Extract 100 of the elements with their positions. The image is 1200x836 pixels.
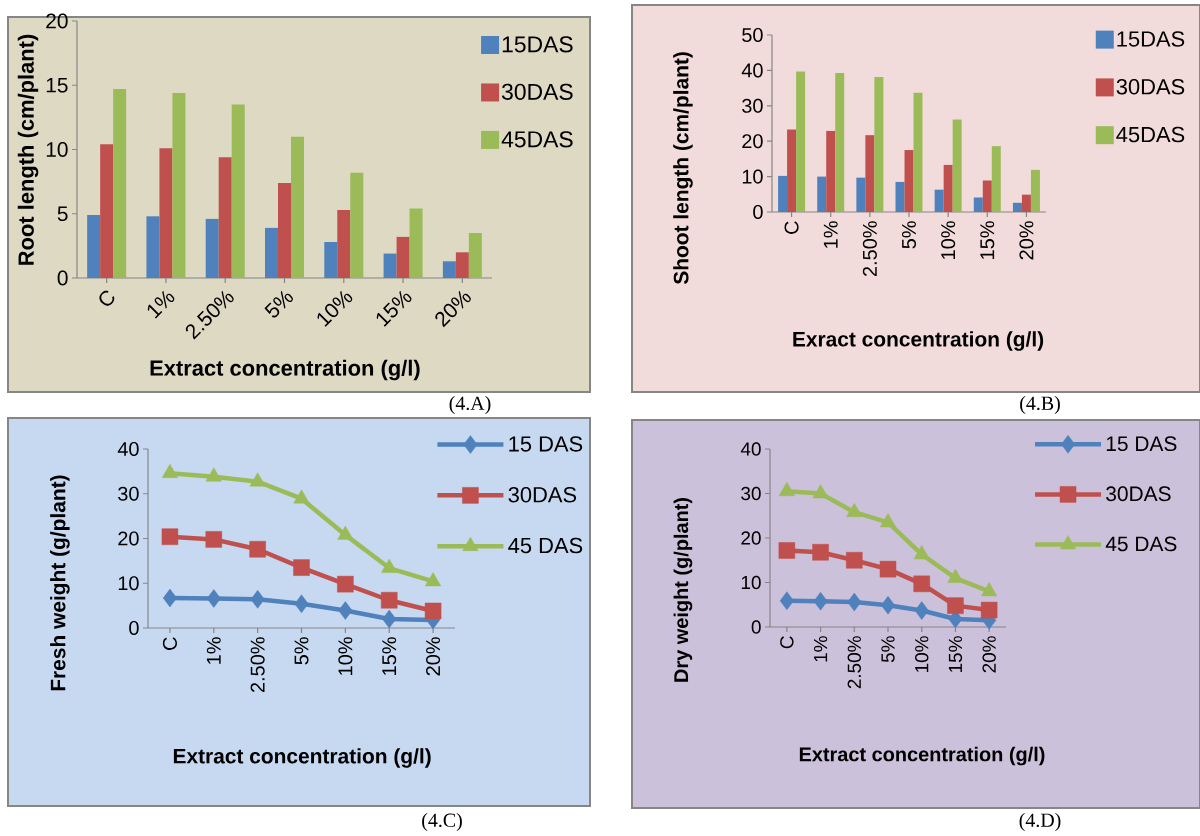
point (813, 591, 828, 611)
y-tick-label: 0 (57, 270, 68, 286)
legend-label: 30DAS (508, 486, 577, 503)
legend-label: 15DAS (502, 36, 573, 53)
x-tick-label: 15% (382, 637, 397, 675)
x-axis-title: Extract concentration (g/l) (150, 359, 420, 381)
x-tick-label: 10% (941, 221, 956, 259)
legend-label: 15DAS (1117, 31, 1185, 47)
bar (337, 209, 351, 278)
bar (324, 242, 338, 278)
bar (787, 129, 797, 212)
bar (291, 136, 304, 278)
x-tick-label: 1% (823, 221, 838, 248)
x-tick-label: 1% (206, 637, 221, 664)
point (881, 595, 895, 615)
text: (4.A) (449, 395, 491, 415)
legend-label: 30DAS (501, 83, 573, 100)
bar (172, 92, 186, 278)
legend-label: 45DAS (1116, 126, 1185, 143)
bar (396, 236, 410, 278)
bar (265, 227, 278, 278)
y-tick-label: 10 (742, 169, 763, 184)
y-tick-label: 10 (46, 142, 68, 157)
y-tick-label: 5 (57, 206, 68, 222)
y-tick-label: 30 (741, 486, 761, 501)
y-tick-label: 0 (129, 620, 139, 636)
point (293, 489, 310, 504)
bar (218, 157, 232, 278)
bar (159, 148, 173, 278)
bar (865, 135, 875, 212)
bar (146, 216, 160, 278)
x-tick-label: 10% (338, 637, 353, 675)
bar (934, 189, 944, 212)
legend-label: 45 DAS (508, 537, 583, 554)
bar (778, 175, 788, 212)
bar (1030, 169, 1040, 212)
x-tick-label: 5% (264, 290, 293, 318)
x-tick-label: C (784, 221, 799, 234)
point (812, 543, 829, 561)
point (337, 525, 354, 540)
x-tick-label: 15% (980, 221, 995, 259)
legend-label: 45DAS (501, 131, 573, 148)
point (846, 502, 863, 517)
point (249, 540, 266, 558)
point (847, 592, 862, 612)
y-tick-label: 40 (117, 441, 139, 457)
bar (895, 181, 905, 212)
bar (835, 72, 845, 212)
point (161, 463, 178, 478)
bar (796, 71, 806, 212)
point (205, 467, 222, 482)
bar (442, 261, 456, 278)
bar (113, 89, 127, 278)
y-axis-title: Shoot length (cm/plant) (673, 52, 693, 285)
text: (4.D) (1019, 812, 1061, 832)
bar (856, 177, 866, 212)
point (424, 602, 442, 620)
x-tick-label: 5% (881, 636, 895, 663)
point (846, 552, 863, 569)
point (812, 484, 829, 499)
y-tick-label: 20 (46, 13, 68, 29)
bar (468, 233, 482, 278)
point (337, 575, 354, 593)
y-tick-label: 50 (742, 27, 763, 43)
y-tick-label: 0 (753, 204, 763, 220)
text: (4.C) (422, 812, 462, 832)
legend-label: 30DAS (1106, 486, 1171, 502)
point (947, 597, 964, 614)
y-tick-label: 40 (740, 442, 761, 456)
x-tick-label: 15% (948, 636, 963, 672)
x-tick-label: 2.50% (847, 636, 861, 689)
point (879, 513, 897, 528)
point (162, 588, 177, 608)
bar (100, 144, 114, 278)
y-tick-label: 40 (741, 63, 763, 78)
legend-label: 15 DAS (1106, 436, 1177, 452)
y-axis-title: Dry weight (g/plant) (673, 497, 693, 682)
bar (409, 208, 423, 278)
point (381, 558, 398, 573)
bar (87, 215, 101, 278)
y-tick-label: 10 (741, 575, 761, 590)
bar (231, 104, 245, 278)
x-axis-title: Exract concentration (g/l) (793, 331, 1044, 351)
x-tick-label: 2.50% (862, 221, 877, 277)
legend-label: 15 DAS (509, 436, 583, 452)
point (914, 601, 929, 620)
point (980, 601, 998, 619)
point (161, 528, 179, 545)
y-tick-label: 20 (118, 531, 139, 546)
text: (4.B) (1020, 395, 1060, 415)
y-tick-label: 20 (742, 134, 763, 149)
y-axis-title: Fresh weight (g/plant) (50, 475, 70, 691)
bar (913, 92, 923, 212)
bar (455, 252, 469, 278)
bar (205, 218, 219, 278)
point (779, 591, 794, 610)
x-tick-label: C (99, 290, 115, 306)
x-tick-label: 1% (813, 636, 828, 662)
point (380, 592, 398, 609)
bar (383, 253, 397, 278)
